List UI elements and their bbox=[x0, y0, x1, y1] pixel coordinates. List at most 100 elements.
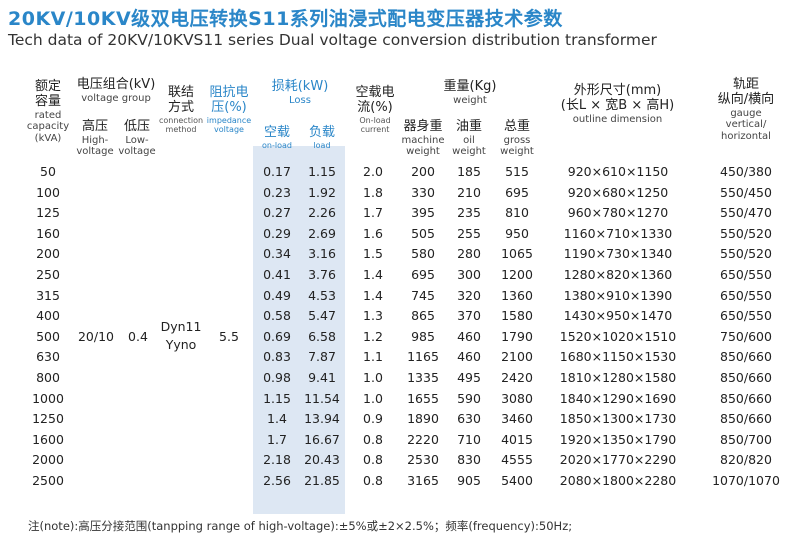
cell-gross: 1065 bbox=[501, 246, 533, 262]
cell-gauge: 450/380 bbox=[720, 164, 772, 179]
cell-capacity: 500 bbox=[36, 328, 60, 344]
cell-oil: 235 bbox=[457, 205, 481, 221]
cell-dim: 920×680×1250 bbox=[567, 184, 669, 200]
cell-current: 0.9 bbox=[363, 411, 383, 427]
footnote: 注(note):高压分接范围(tanpping range of high-vo… bbox=[28, 519, 573, 533]
cell-gross: 2100 bbox=[501, 349, 533, 365]
header-gauge: 轨距 纵向/横向 gauge vertical/ horizontal bbox=[717, 77, 775, 142]
cell-capacity: 630 bbox=[36, 349, 60, 365]
cell-load: 11.54 bbox=[304, 390, 340, 406]
header-oil-weight: 油重 oil weight bbox=[452, 119, 486, 158]
cell-capacity: 1600 bbox=[32, 431, 64, 447]
cell-dim: 1850×1300×1730 bbox=[559, 411, 677, 427]
cell-gauge: 850/660 bbox=[720, 411, 772, 427]
cell-current: 1.6 bbox=[363, 225, 383, 241]
cell-gauge: 850/660 bbox=[720, 390, 772, 406]
cell-gauge: 550/450 bbox=[720, 184, 772, 200]
cell-oil: 630 bbox=[457, 411, 481, 427]
cell-load: 9.41 bbox=[308, 370, 336, 385]
cell-noload: 1.4 bbox=[267, 411, 287, 427]
cell-gross: 1580 bbox=[501, 308, 533, 324]
cell-capacity: 50 bbox=[40, 164, 56, 179]
cell-gross: 4015 bbox=[501, 431, 533, 447]
cell-capacity: 100 bbox=[36, 184, 60, 200]
cell-noload: 0.27 bbox=[263, 205, 291, 221]
cell-load: 3.16 bbox=[308, 246, 336, 262]
low-voltage-value: 0.4 bbox=[128, 329, 148, 344]
cell-dim: 1280×820×1360 bbox=[563, 267, 673, 282]
cell-current: 1.4 bbox=[363, 287, 383, 303]
cell-noload: 2.56 bbox=[263, 473, 291, 488]
cell-current: 0.8 bbox=[363, 431, 383, 447]
cell-gross: 3460 bbox=[501, 411, 533, 427]
cell-oil: 320 bbox=[457, 287, 481, 303]
cell-gross: 2420 bbox=[501, 370, 533, 385]
cell-current: 1.1 bbox=[363, 349, 383, 365]
cell-current: 1.0 bbox=[363, 370, 383, 385]
cell-gauge: 550/520 bbox=[720, 225, 772, 241]
cell-load: 6.58 bbox=[308, 328, 336, 344]
cell-load: 2.69 bbox=[308, 225, 336, 241]
cell-noload: 0.98 bbox=[263, 370, 291, 385]
cell-gross: 1200 bbox=[501, 267, 533, 282]
header-capacity: 额定 容量 rated capacity (kVA) bbox=[26, 79, 70, 144]
cell-machine: 505 bbox=[411, 225, 435, 241]
cell-gross: 515 bbox=[505, 164, 529, 179]
cell-machine: 1655 bbox=[407, 390, 439, 406]
cell-dim: 2080×1800×2280 bbox=[559, 473, 677, 488]
header-high-voltage: 高压 High- voltage bbox=[76, 119, 114, 158]
loss-column-shading bbox=[253, 146, 345, 514]
cell-current: 1.2 bbox=[363, 328, 383, 344]
cell-gauge: 550/520 bbox=[720, 246, 772, 262]
cell-load: 4.53 bbox=[308, 287, 336, 303]
cell-oil: 495 bbox=[457, 370, 481, 385]
cell-gross: 950 bbox=[505, 225, 529, 241]
cell-dim: 1380×910×1390 bbox=[563, 287, 673, 303]
header-dimension: 外形尺寸(mm) (长L × 宽B × 高H) outline dimensio… bbox=[560, 83, 675, 125]
cell-current: 1.3 bbox=[363, 308, 383, 324]
cell-current: 1.7 bbox=[363, 205, 383, 221]
cell-machine: 580 bbox=[411, 246, 435, 262]
cell-machine: 745 bbox=[411, 287, 435, 303]
cell-capacity: 315 bbox=[36, 287, 60, 303]
cell-current: 1.8 bbox=[363, 184, 383, 200]
cell-gauge: 650/550 bbox=[720, 308, 772, 324]
cell-oil: 255 bbox=[457, 225, 481, 241]
header-connection: 联结 方式 connection method bbox=[158, 85, 204, 135]
cell-dim: 1190×730×1340 bbox=[563, 246, 673, 262]
cell-load: 20.43 bbox=[304, 452, 340, 468]
cell-dim: 1520×1020×1510 bbox=[559, 328, 677, 344]
header-noload-current: 空载电 流(%) On-load current bbox=[355, 85, 395, 135]
cell-gross: 4555 bbox=[501, 452, 533, 468]
cell-machine: 1335 bbox=[407, 370, 439, 385]
cell-capacity: 800 bbox=[36, 370, 60, 385]
cell-oil: 210 bbox=[457, 184, 481, 200]
cell-load: 2.26 bbox=[308, 205, 336, 221]
cell-oil: 185 bbox=[457, 164, 481, 179]
cell-capacity: 1000 bbox=[32, 390, 64, 406]
cell-machine: 695 bbox=[411, 267, 435, 282]
connection-value: Dyn11 Yyno bbox=[160, 319, 202, 353]
cell-noload: 1.7 bbox=[267, 431, 287, 447]
cell-gauge: 750/600 bbox=[720, 328, 772, 344]
cell-load: 3.76 bbox=[308, 267, 336, 282]
cell-dim: 1430×950×1470 bbox=[563, 308, 673, 324]
cell-oil: 300 bbox=[457, 267, 481, 282]
cell-dim: 1920×1350×1790 bbox=[559, 431, 677, 447]
cell-noload: 0.41 bbox=[263, 267, 291, 282]
cell-dim: 1810×1280×1580 bbox=[559, 370, 677, 385]
cell-noload: 0.49 bbox=[263, 287, 291, 303]
cell-gauge: 850/660 bbox=[720, 349, 772, 365]
cell-dim: 960×780×1270 bbox=[567, 205, 669, 221]
cell-gross: 695 bbox=[505, 184, 529, 200]
cell-capacity: 2000 bbox=[32, 452, 64, 468]
cell-load: 13.94 bbox=[304, 411, 340, 427]
impedance-value: 5.5 bbox=[219, 329, 239, 344]
cell-gross: 810 bbox=[505, 205, 529, 221]
cell-noload: 0.83 bbox=[263, 349, 291, 365]
cell-current: 0.8 bbox=[363, 473, 383, 488]
cell-dim: 2020×1770×2290 bbox=[559, 452, 677, 468]
header-loss: 损耗(kW) Loss bbox=[271, 79, 329, 106]
cell-noload: 0.34 bbox=[263, 246, 291, 262]
cell-gauge: 820/820 bbox=[720, 452, 772, 468]
